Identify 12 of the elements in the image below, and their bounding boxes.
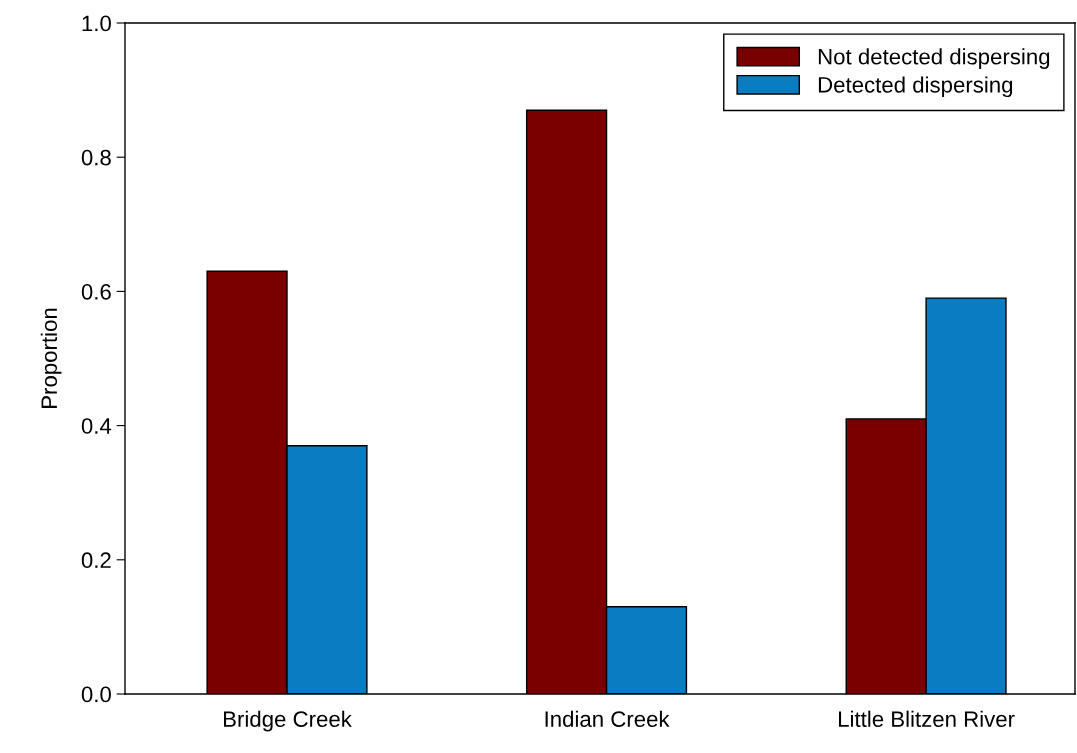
legend-label: Detected dispersing	[818, 76, 1013, 98]
y-tick-label: 0.4	[81, 418, 112, 434]
y-tick-label: 1.0	[82, 15, 111, 32]
y-tick-label: 0.6	[81, 283, 111, 300]
y-tick-label: 0.0	[81, 686, 111, 703]
y-tick-label: 0.2	[81, 552, 111, 569]
x-tick-label: Little Blitzen River	[839, 710, 1015, 727]
y-axis-title: Proportion	[40, 308, 62, 408]
legend-label: Not detected dispersing	[818, 48, 1050, 69]
x-tick-label: Indian Creek	[545, 710, 670, 727]
x-tick-label: Bridge Creek	[223, 710, 352, 732]
y-tick-label: 0.8	[81, 149, 111, 166]
